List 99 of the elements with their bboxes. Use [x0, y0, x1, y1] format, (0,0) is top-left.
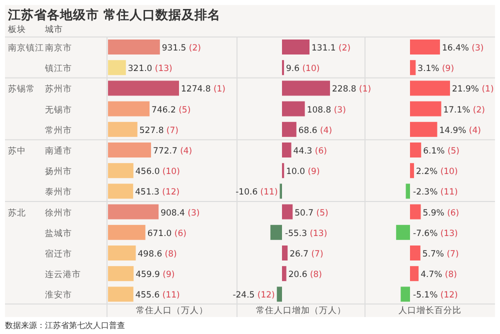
y-tick-label: 淮安市 — [45, 290, 72, 301]
bar — [410, 60, 416, 76]
bar — [282, 40, 310, 54]
text: 城市 — [44, 24, 63, 35]
bar — [410, 122, 438, 137]
text: 板块 — [7, 24, 26, 35]
bar — [282, 204, 293, 220]
y-tick-label: 连云港市 — [45, 269, 81, 280]
bar — [108, 142, 152, 158]
y-tick-label: 徐州市 — [45, 207, 72, 218]
data-label: 21.9% (1) — [452, 84, 494, 95]
bar — [410, 246, 420, 260]
y-tick-label: 宿迁市 — [45, 248, 72, 260]
data-label: 5.9% (6) — [422, 208, 460, 218]
data-label: 108.8 (3) — [306, 105, 346, 116]
data-label: 671.0 (6) — [147, 228, 186, 239]
bar — [282, 122, 296, 137]
data-label: 746.2 (5) — [152, 105, 191, 116]
data-label: -24.5 (12) — [232, 290, 275, 301]
data-label: -7.6% (13) — [413, 228, 458, 239]
data-label: 455.6 (11) — [135, 290, 180, 301]
bar — [108, 204, 159, 220]
bar — [108, 101, 150, 116]
y-tick-label: 南通市 — [45, 146, 72, 156]
data-label: 772.7 (4) — [153, 146, 192, 156]
bar — [410, 40, 440, 54]
y-tick-label: 泰州市 — [45, 186, 72, 198]
bar — [270, 224, 282, 240]
bar — [400, 286, 410, 302]
data-label: 498.6 (8) — [138, 250, 177, 260]
data-label: 2.2% (10) — [416, 167, 458, 178]
text: 苏北 — [8, 207, 26, 218]
x-axis-title: 人口增长百分比 — [398, 305, 462, 316]
y-tick-label: 常州市 — [45, 124, 72, 136]
data-label: 459.9 (9) — [136, 270, 175, 280]
data-label: -10.6 (11) — [236, 188, 278, 198]
bar — [108, 266, 134, 282]
text: 苏锡常 — [8, 84, 35, 95]
data-label: 228.8 (1) — [332, 84, 372, 95]
x-axis-title: 常住人口（万人） — [136, 305, 208, 316]
data-label: 10.0 (9) — [286, 167, 320, 178]
bar — [108, 80, 179, 96]
data-label: 1274.8 (1) — [181, 84, 226, 95]
data-label: 3.1% (9) — [418, 64, 454, 74]
bar — [282, 101, 305, 116]
chart-title: 江苏省各地级市 常住人口数据及排名 — [7, 7, 220, 22]
data-label: -5.1% (12) — [413, 290, 458, 301]
bar — [108, 163, 134, 178]
data-label: 5.7% (7) — [422, 250, 459, 260]
y-tick-label: 镇江市 — [44, 63, 72, 74]
data-label: 16.4% (3) — [442, 44, 484, 54]
bar — [108, 184, 134, 199]
bar — [396, 224, 410, 240]
data-label: 6.1% (5) — [423, 146, 460, 156]
bar — [108, 286, 134, 302]
bar — [282, 246, 288, 260]
data-label: 20.6 (8) — [288, 270, 322, 280]
y-tick-label: 苏州市 — [45, 84, 72, 95]
data-label: 451.3 (12) — [135, 188, 180, 198]
data-label: 14.9% (4) — [439, 126, 481, 136]
bar — [276, 286, 282, 302]
bar — [410, 101, 442, 116]
y-tick-label: 无锡市 — [45, 104, 72, 116]
bar — [282, 266, 286, 282]
data-label: 17.1% (2) — [443, 105, 485, 116]
data-label: 9.6 (10) — [286, 64, 320, 74]
data-label: 908.4 (3) — [160, 208, 200, 218]
data-label: 4.7% (8) — [420, 270, 457, 280]
data-label: 456.0 (10) — [135, 167, 180, 178]
data-label: -2.3% (11) — [413, 188, 458, 198]
data-label: -55.3 (13) — [285, 228, 328, 239]
y-tick-label: 盐城市 — [45, 228, 72, 239]
text: 苏中 — [8, 146, 26, 156]
bar — [282, 142, 292, 158]
bar — [406, 184, 410, 199]
data-label: 527.8 (7) — [139, 126, 178, 136]
bar — [410, 204, 421, 220]
data-label: 26.7 (7) — [290, 250, 324, 260]
data-label: 44.3 (6) — [293, 146, 327, 156]
data-label: 131.1 (2) — [312, 44, 351, 54]
bar — [108, 122, 138, 137]
bar — [410, 163, 414, 178]
data-label: 321.0 (13) — [128, 64, 172, 74]
bar — [282, 80, 330, 96]
text: 南京镇江 — [8, 42, 44, 54]
bar — [108, 40, 160, 54]
data-label: 50.7 (5) — [294, 208, 328, 218]
y-tick-label: 南京市 — [45, 42, 72, 54]
x-axis-title: 常住人口增加（万人） — [256, 305, 346, 316]
bar — [410, 142, 422, 158]
bar — [410, 80, 450, 96]
y-tick-label: 扬州市 — [45, 166, 72, 178]
data-label: 68.6 (4) — [298, 126, 332, 136]
bar — [108, 246, 136, 260]
bar — [108, 60, 126, 76]
bar — [108, 224, 146, 240]
source-note: 数据来源：江苏省第七次人口普查 — [5, 321, 125, 330]
data-label: 931.5 (2) — [162, 44, 201, 54]
bar — [410, 266, 419, 282]
